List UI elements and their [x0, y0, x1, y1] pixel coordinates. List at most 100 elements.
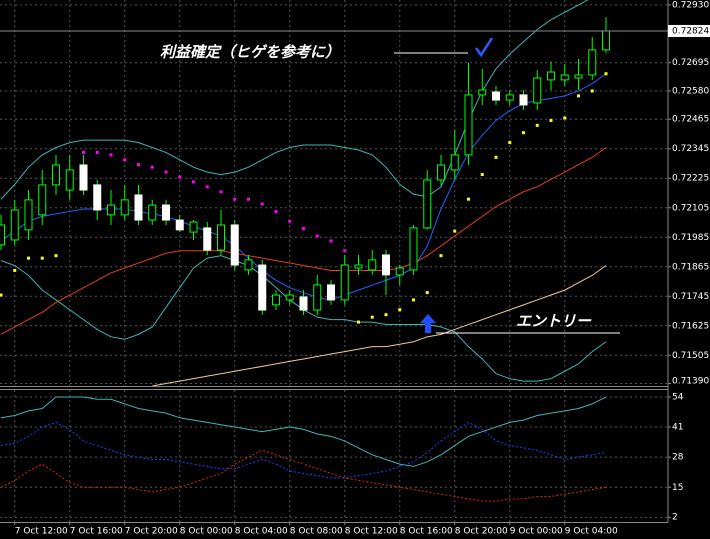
candle-body	[79, 164, 88, 191]
indicator-line	[0, 147, 607, 335]
x-tick-label: 9 Oct 00:00	[510, 527, 563, 537]
sar-dot	[109, 153, 113, 157]
sar-dot	[150, 165, 154, 169]
sar-dot	[535, 123, 539, 127]
candle-body	[327, 284, 335, 301]
y-tick-label: 0.71985	[672, 233, 709, 243]
candle-body	[423, 179, 432, 229]
candle-body	[285, 294, 294, 301]
y-tick-label: 0.72695	[672, 58, 709, 68]
sar-dot	[95, 150, 99, 154]
candle-body	[93, 184, 102, 211]
sub-panel	[0, 390, 668, 522]
sar-dot	[522, 131, 525, 135]
x-tick-label: 7 Oct 16:00	[70, 527, 123, 537]
axes: 0.72930 0.72695 0.72580 0.72465 0.72345 0.722…	[14, 0, 709, 537]
sar-dot	[467, 197, 470, 201]
candle-body	[547, 71, 555, 81]
sar-dot	[590, 89, 594, 93]
sar-dot	[288, 219, 292, 223]
candle-body	[230, 224, 239, 266]
candle-body	[299, 296, 308, 311]
sar-dot	[343, 249, 347, 253]
candle-body	[395, 267, 404, 276]
candle-body	[120, 199, 129, 216]
indicator-line	[0, 421, 607, 479]
candle-body	[560, 74, 569, 81]
x-tick-label: 9 Oct 04:00	[565, 527, 618, 537]
indicator-line	[152, 265, 607, 386]
candle-body	[272, 294, 280, 306]
candle-body	[437, 164, 445, 181]
candle-body	[464, 94, 473, 156]
sar-dot	[425, 291, 429, 295]
sar-dot	[40, 256, 44, 260]
x-tick-label: 8 Oct 20:00	[455, 527, 508, 537]
entry-arrow	[420, 314, 436, 333]
y-tick-label: 0.71745	[672, 292, 709, 302]
candle-body	[244, 259, 253, 271]
candle-body	[148, 204, 157, 221]
candle-body	[107, 204, 115, 216]
x-tick-label: 8 Oct 12:00	[345, 527, 398, 537]
sar-dot	[577, 94, 580, 98]
candle-body	[162, 204, 170, 221]
sar-dot	[27, 256, 30, 260]
y-tick-label: 0.72345	[672, 144, 709, 154]
y-tick-label: 0.71505	[672, 351, 709, 361]
sar-dot	[0, 293, 3, 297]
y-tick-label: 0.72225	[672, 174, 709, 184]
candle-body	[134, 194, 143, 221]
candle-body	[588, 49, 597, 76]
x-tick-label: 7 Oct 12:00	[15, 527, 68, 537]
sar-dot	[302, 227, 305, 231]
candle-body	[533, 77, 542, 104]
y-tick-label: 0.71390	[672, 377, 709, 387]
candle-body	[38, 184, 47, 216]
candle-body	[382, 254, 390, 276]
candle-body	[203, 227, 212, 251]
sar-dot	[192, 180, 195, 184]
sar-dot	[54, 254, 58, 258]
sar-dot	[219, 190, 223, 194]
sar-dot	[357, 320, 360, 324]
y-tick-label: 41	[672, 423, 683, 433]
indicator-line	[0, 0, 589, 200]
candle-body	[10, 209, 19, 241]
sar-dot	[233, 197, 237, 201]
sar-dot	[164, 170, 168, 174]
sar-dot	[13, 268, 17, 272]
candle-body	[340, 264, 349, 301]
candle-body	[478, 89, 487, 96]
candle-body	[24, 199, 33, 231]
x-tick-label: 7 Oct 20:00	[125, 527, 178, 537]
y-tick-label: 0.71865	[672, 262, 709, 272]
x-tick-label: 8 Oct 08:00	[290, 527, 343, 537]
candle-body	[368, 259, 377, 271]
last-price-box	[668, 24, 710, 37]
sar-dot	[494, 155, 498, 159]
sar-dot	[453, 229, 457, 233]
sar-dot	[439, 254, 443, 258]
y-tick-label: 0.72930	[672, 0, 709, 10]
candle-body	[450, 154, 459, 171]
sar-dot	[82, 150, 85, 154]
candle-body	[189, 221, 198, 233]
sar-dot	[274, 209, 278, 213]
y-tick-label: 0.72465	[672, 115, 709, 125]
last-price-label: 0.72824	[672, 26, 709, 36]
candle-body	[354, 264, 363, 269]
sar-dot	[604, 72, 608, 76]
y-tick-label: 15	[672, 483, 683, 493]
sar-dot	[480, 173, 484, 177]
candle-body	[258, 264, 267, 311]
check-mark	[474, 37, 494, 58]
sar-dot	[370, 315, 374, 319]
candle-body	[602, 30, 610, 51]
y-tick-label: 2	[672, 513, 678, 523]
candle-body	[217, 224, 225, 251]
sar-dot	[508, 141, 512, 145]
y-tick-label: 0.71625	[672, 321, 709, 331]
